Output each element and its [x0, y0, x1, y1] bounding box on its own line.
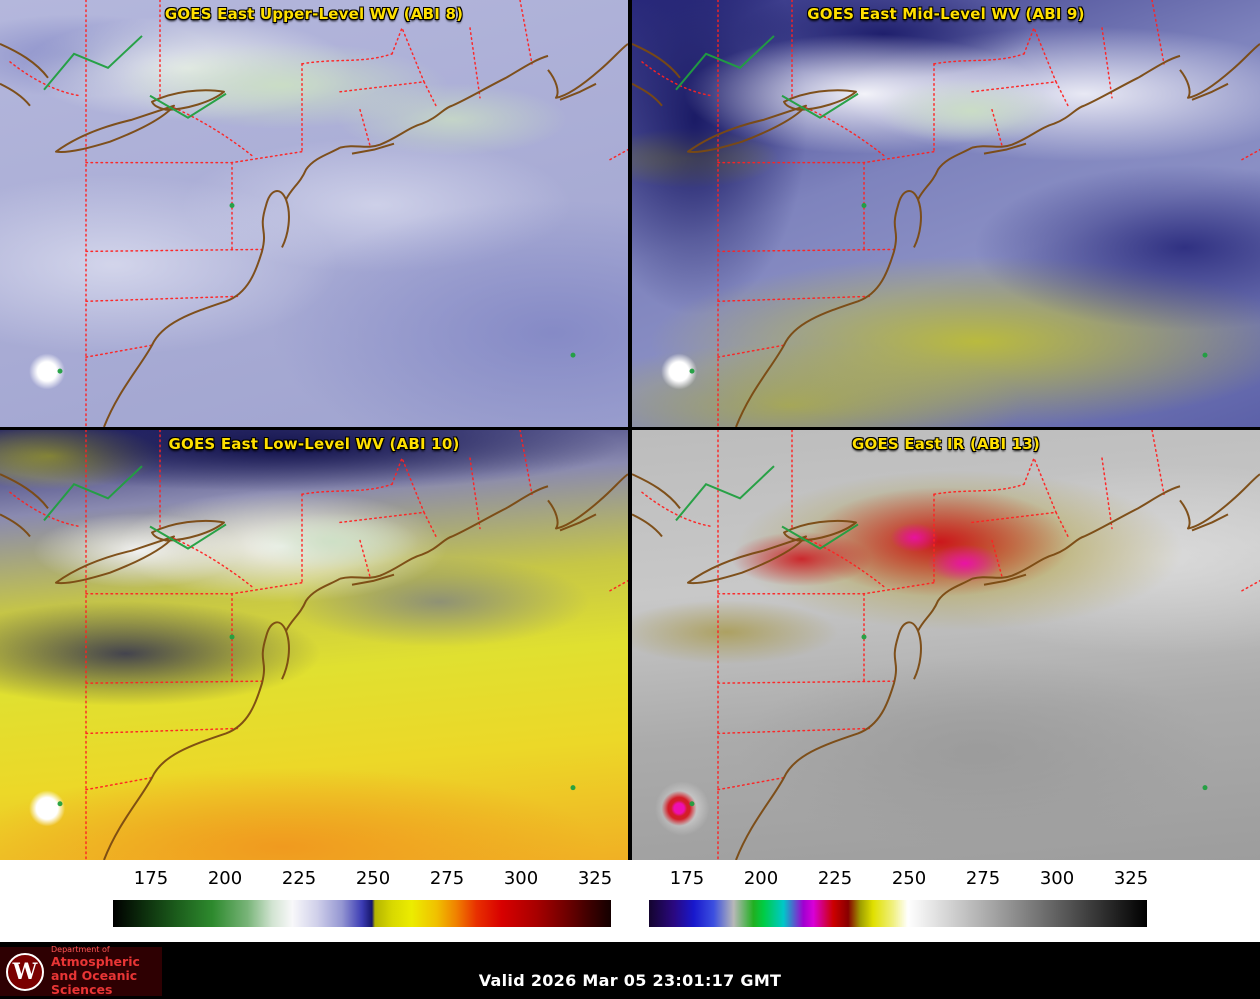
- tick-label: 175: [133, 868, 169, 889]
- panel-title: GOES East Upper-Level WV (ABI 8): [164, 5, 464, 23]
- panel-low-level-wv: GOES East Low-Level WV (ABI 10): [0, 430, 628, 860]
- uw-aos-logo[interactable]: W Department of Atmospheric and Oceanic …: [0, 945, 162, 998]
- panel-upper-level-wv: GOES East Upper-Level WV (ABI 8): [0, 0, 628, 427]
- tick-label: 250: [891, 868, 927, 889]
- panel-grid: GOES East Upper-Level WV (ABI 8) GOES Ea…: [0, 0, 1260, 860]
- basemap-overlay: [632, 430, 1260, 860]
- colorbar-ir-ticks: 175 200 225 250 275 300 325: [649, 868, 1149, 894]
- panel-mid-level-wv: GOES East Mid-Level WV (ABI 9): [632, 0, 1260, 427]
- colorbar-ir: [649, 900, 1147, 927]
- logo-name-line-2: and Oceanic Sciences: [51, 968, 138, 998]
- tick-label: 225: [817, 868, 853, 889]
- tick-label: 300: [1039, 868, 1075, 889]
- tick-label: 300: [503, 868, 539, 889]
- panel-title: GOES East IR (ABI 13): [851, 435, 1040, 453]
- basemap-overlay: [0, 430, 628, 860]
- tick-label: 325: [577, 868, 613, 889]
- colorbar-ir-group: 175 200 225 250 275 300 325: [649, 868, 1149, 934]
- logo-name-line-1: Atmospheric: [51, 953, 140, 969]
- footer-bar: W Department of Atmospheric and Oceanic …: [0, 942, 1260, 999]
- logo-text: Department of Atmospheric and Oceanic Sc…: [51, 945, 154, 998]
- basemap-overlay: [0, 0, 628, 427]
- colorbar-strip: 175 200 225 250 275 300 325 175 200 225 …: [0, 860, 1260, 942]
- panel-title: GOES East Mid-Level WV (ABI 9): [807, 5, 1085, 23]
- colorbar-wv-group: 175 200 225 250 275 300 325: [113, 868, 613, 934]
- panel-title: GOES East Low-Level WV (ABI 10): [168, 435, 460, 453]
- tick-label: 225: [281, 868, 317, 889]
- tick-label: 200: [207, 868, 243, 889]
- valid-timestamp: Valid 2026 Mar 05 23:01:17 GMT: [478, 971, 782, 990]
- panel-ir: GOES East IR (ABI 13): [632, 430, 1260, 860]
- crest-letter: W: [12, 958, 38, 985]
- tick-label: 175: [669, 868, 705, 889]
- colorbar-wv-ticks: 175 200 225 250 275 300 325: [113, 868, 613, 894]
- tick-label: 200: [743, 868, 779, 889]
- tick-label: 275: [965, 868, 1001, 889]
- colorbar-wv: [113, 900, 611, 927]
- tick-label: 250: [355, 868, 391, 889]
- tick-label: 275: [429, 868, 465, 889]
- basemap-overlay: [632, 0, 1260, 427]
- tick-label: 325: [1113, 868, 1149, 889]
- uw-crest-icon: W: [6, 952, 44, 991]
- logo-dept-line: Department of: [51, 945, 110, 955]
